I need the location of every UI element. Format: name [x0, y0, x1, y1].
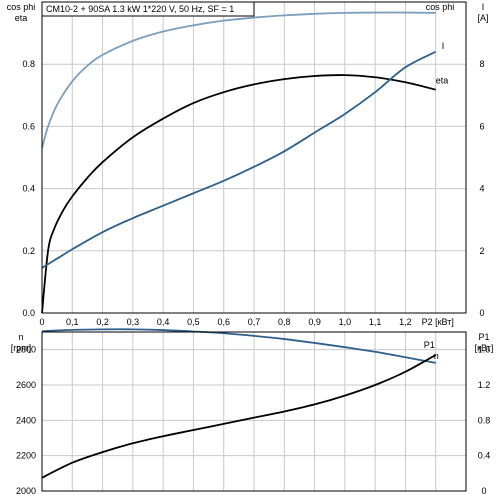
upper-left-axis-label-line1: cos phi: [7, 2, 36, 12]
upper-left-tick-label: 0.8: [22, 59, 35, 69]
series-p1-label: P1: [424, 340, 435, 350]
lower-left-tick-label: 2000: [16, 486, 36, 496]
lower-right-tick-label: 1.2: [478, 380, 491, 390]
x-axis-label: P2 [кВт]: [422, 317, 454, 327]
lower-right-axis-label-line1: P1: [478, 332, 489, 342]
x-tick-label: 0,6: [217, 317, 230, 327]
series-i-line: [41, 50, 437, 269]
series-eta-label: eta: [436, 76, 449, 86]
upper-right-tick-label: 8: [479, 59, 484, 69]
upper-left-tick-label: 0.4: [22, 184, 35, 194]
upper-right-tick-label: 6: [479, 121, 484, 131]
upper-chart: CM10-2 + 90SA 1.3 kW 1*220 V, 50 Hz, SF …: [7, 1, 489, 327]
series-eta-line: [41, 74, 436, 314]
upper-series-labels: cos phi eta I: [426, 2, 455, 86]
x-tick-label: 0: [39, 317, 44, 327]
x-tick-label: 0,8: [278, 317, 291, 327]
lower-left-tick-label: 2400: [16, 415, 36, 425]
upper-left-tick-label: 0.0: [22, 308, 35, 318]
lower-right-tick-label: 1.6: [478, 345, 491, 355]
x-tick-label: 1,1: [369, 317, 382, 327]
x-tick-label: 1,2: [399, 317, 412, 327]
upper-right-axis-label-line2: [A]: [477, 13, 488, 23]
upper-right-tick-label: 2: [479, 246, 484, 256]
lower-right-tick-label: 0.4: [478, 451, 491, 461]
lower-left-tick-label: 2200: [16, 451, 36, 461]
lower-right-tick-label: 0: [481, 486, 486, 496]
upper-tick-labels: 0 0,1 0,2 0,3 0,4 0,5 0,6 0,7 0,8 0,9 1,0 1,1 1,2 0.0…: [22, 59, 484, 327]
series-n-label: n: [434, 351, 439, 361]
lower-plot-frame: [41, 331, 467, 492]
x-tick-label: 0,7: [248, 317, 261, 327]
title-box: [41, 1, 255, 17]
x-tick-label: 0,2: [96, 317, 109, 327]
upper-left-tick-label: 0.2: [22, 246, 35, 256]
lower-tick-labels: 2000 2200 2400 2600 2800 0 0.4 0.8 1.2 1.6: [16, 345, 490, 496]
x-tick-label: 1,0: [339, 317, 352, 327]
lower-left-tick-label: 2600: [16, 380, 36, 390]
series-i-label: I: [442, 41, 445, 51]
x-tick-label: 0,1: [66, 317, 79, 327]
upper-grid: [42, 2, 466, 313]
upper-left-axis-label-line2: eta: [15, 13, 28, 23]
upper-right-tick-label: 4: [479, 184, 484, 194]
x-tick-label: 0,3: [127, 317, 140, 327]
x-tick-label: 0,4: [157, 317, 170, 327]
upper-series: [41, 11, 437, 314]
lower-right-tick-label: 0.8: [478, 415, 491, 425]
lower-left-axis-label-line2: [rpm]: [11, 343, 32, 353]
upper-left-tick-label: 0.6: [22, 121, 35, 131]
upper-right-axis-label-line1: I: [482, 2, 485, 12]
lower-left-axis-label-line1: n: [18, 332, 23, 342]
series-cos-phi-line: [41, 11, 436, 149]
upper-right-tick-label: 0: [479, 308, 484, 318]
lower-series: [41, 328, 437, 479]
series-p1-line: [41, 354, 437, 479]
lower-chart: 2000 2200 2400 2600 2800 0 0.4 0.8 1.2 1.6 n [rpm…: [11, 328, 494, 496]
lower-left-tick-label: 2800: [16, 345, 36, 355]
series-cos-phi-label: cos phi: [426, 2, 455, 12]
x-tick-label: 0,9: [308, 317, 321, 327]
lower-right-axis-label-line2: [кВт]: [475, 343, 494, 353]
lower-series-labels: nP1: [424, 340, 439, 361]
x-tick-label: 0,5: [187, 317, 200, 327]
chart-title: CM10-2 + 90SA 1.3 kW 1*220 V, 50 Hz, SF …: [46, 4, 234, 14]
series-n-line: [41, 328, 436, 364]
